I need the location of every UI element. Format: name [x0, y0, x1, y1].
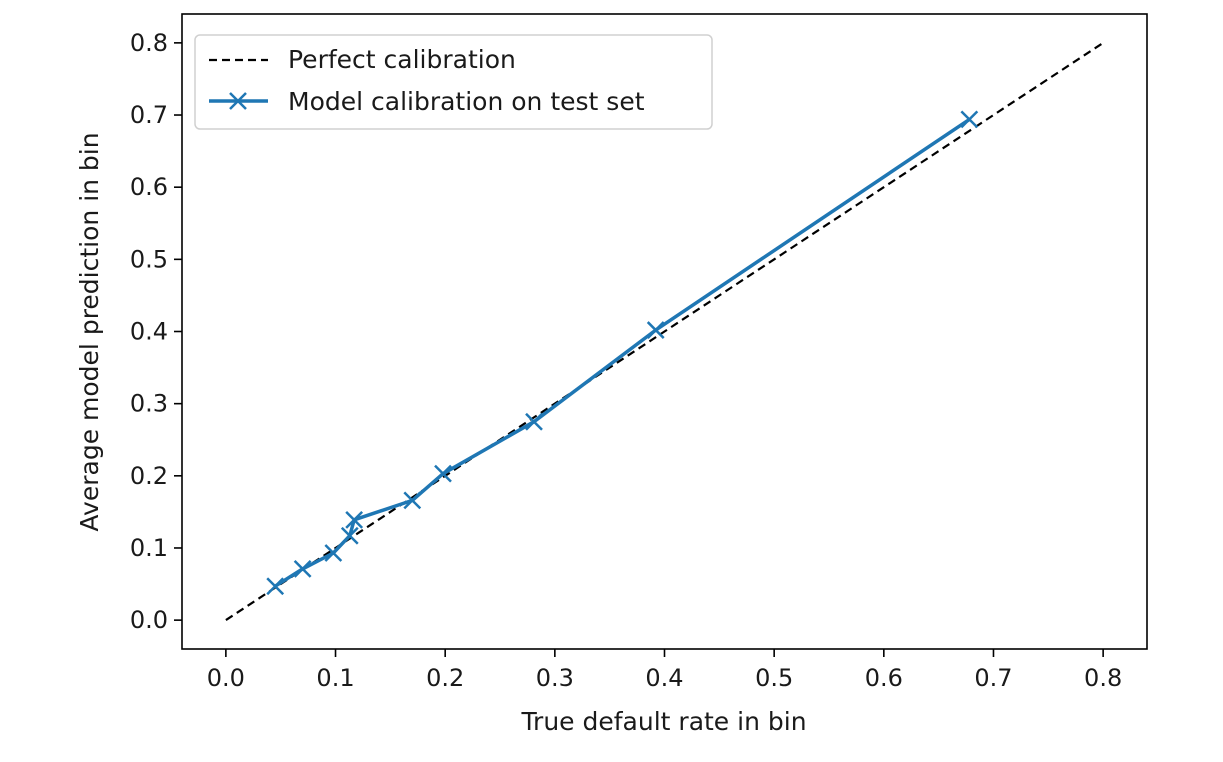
y-tick-label: 0.0	[130, 606, 168, 634]
model-calibration-point	[324, 544, 343, 562]
model-calibration-point	[293, 560, 312, 578]
x-tick-label: 0.1	[316, 664, 354, 692]
x-tick-label: 0.5	[755, 664, 793, 692]
model-calibration-point	[403, 491, 422, 510]
y-tick-label: 0.6	[130, 173, 168, 201]
model-calibration-line	[274, 117, 971, 588]
y-tick-label: 0.5	[130, 245, 168, 273]
legend-box	[194, 34, 713, 130]
y-tick-label: 0.2	[130, 462, 168, 490]
legend-label-perfect-calibration: Perfect calibration	[288, 45, 516, 74]
y-tick-label: 0.8	[130, 29, 168, 57]
model-calibration-point	[525, 412, 543, 431]
y-tick-label: 0.4	[130, 318, 168, 346]
y-axis-label: Average model prediction in bin	[75, 132, 104, 531]
model-calibration-point	[960, 110, 979, 129]
y-tick-label: 0.1	[130, 534, 168, 562]
x-axis-label: True default rate in bin	[520, 707, 806, 736]
model-calibration-point	[266, 577, 285, 596]
x-tick-label: 0.2	[426, 664, 464, 692]
x-tick-label: 0.7	[974, 664, 1012, 692]
x-tick-label: 0.4	[645, 664, 683, 692]
y-axis: 0.0 0.1 0.2 0.3 0.4 0.5 0.6 0.7 0.8	[130, 29, 182, 634]
model-calibration-point	[345, 510, 364, 529]
legend: Perfect calibration Model calibration on…	[194, 34, 713, 130]
model-calibration-point	[340, 526, 359, 545]
model-calibration-point	[434, 464, 452, 483]
y-tick-label: 0.7	[130, 101, 168, 129]
model-calibration-point	[646, 321, 665, 339]
x-tick-label: 0.0	[207, 664, 245, 692]
legend-swatch-model-calibration	[209, 92, 268, 110]
x-tick-label: 0.8	[1084, 664, 1122, 692]
perfect-calibration-line	[225, 41, 1104, 622]
legend-label-model-calibration: Model calibration on test set	[288, 87, 645, 116]
series-layer	[225, 41, 1104, 622]
y-tick-label: 0.3	[130, 390, 168, 418]
x-tick-label: 0.6	[865, 664, 903, 692]
x-tick-label: 0.3	[536, 664, 574, 692]
x-axis: 0.0 0.1 0.2 0.3 0.4 0.5 0.6 0.7 0.8	[207, 649, 1122, 692]
